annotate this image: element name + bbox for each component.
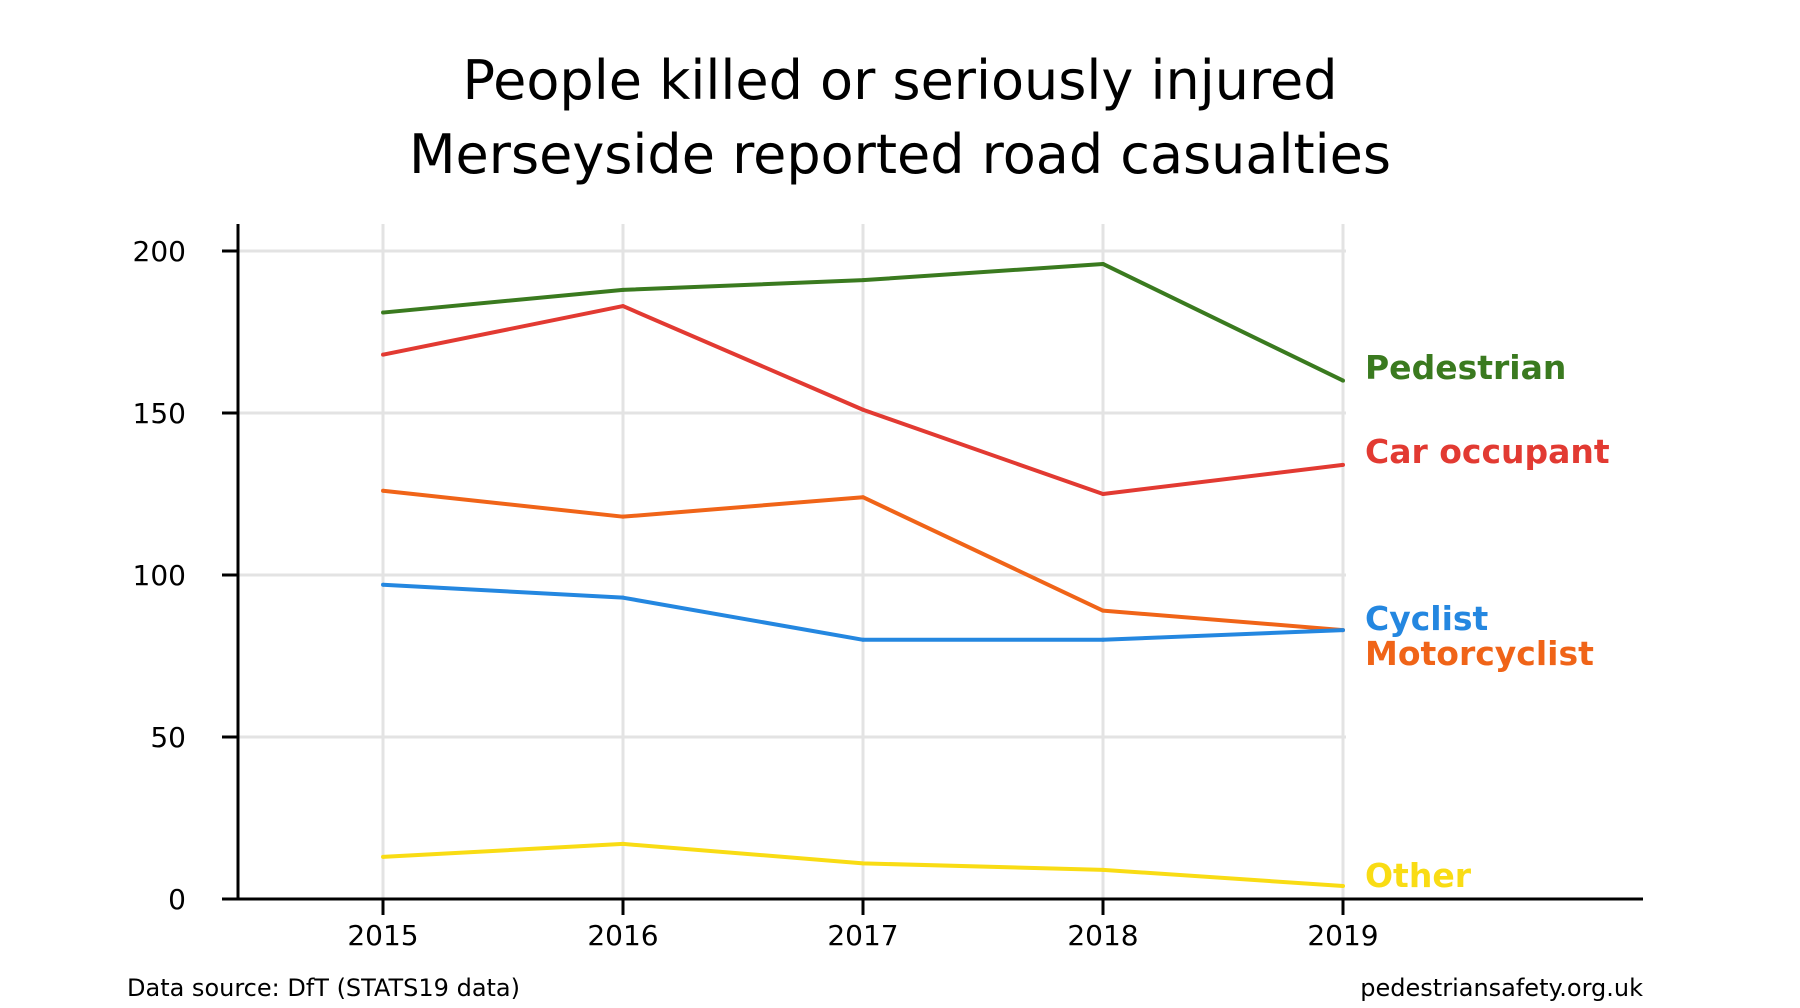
chart-subtitle: Merseyside reported road casualties: [409, 123, 1391, 186]
data-point-cyclist: [1101, 637, 1105, 642]
series-label-car-occupant: Car occupant: [1365, 432, 1610, 471]
data-point-car-occupant: [1101, 492, 1105, 496]
x-tick-label: 2019: [1307, 919, 1378, 952]
data-point-car-occupant: [621, 304, 625, 309]
data-point-other: [1341, 884, 1345, 889]
data-point-pedestrian: [1101, 261, 1105, 266]
series-label-pedestrian: Pedestrian: [1365, 348, 1566, 387]
y-tick-label: 200: [133, 235, 186, 268]
y-tick-label: 0: [168, 883, 186, 916]
axes: [236, 224, 1643, 901]
data-point-motorcyclist: [1101, 608, 1105, 613]
chart-title: People killed or seriously injured: [463, 49, 1338, 112]
y-tick-label: 50: [150, 721, 186, 754]
data-point-cyclist: [861, 637, 865, 642]
series-label-other: Other: [1365, 856, 1472, 895]
data-point-other: [861, 861, 865, 866]
series-lines: [381, 261, 1345, 889]
y-tick-label: 150: [133, 397, 186, 430]
data-point-pedestrian: [861, 278, 865, 283]
data-point-other: [1101, 867, 1105, 872]
x-tick-label: 2018: [1067, 919, 1138, 952]
data-point-car-occupant: [861, 407, 865, 412]
y-axis-ticks: 0 50 100 150 200: [133, 235, 238, 916]
data-point-pedestrian: [381, 310, 385, 315]
series-label-motorcyclist: Motorcyclist: [1365, 634, 1594, 673]
x-axis-ticks: 2015 2016 2017 2018 2019: [347, 899, 1379, 952]
data-point-car-occupant: [1341, 462, 1345, 467]
data-point-motorcyclist: [621, 514, 625, 519]
data-point-pedestrian: [621, 287, 625, 292]
data-point-other: [381, 854, 385, 859]
grid: [238, 224, 1346, 899]
data-point-car-occupant: [381, 352, 385, 357]
data-point-cyclist: [621, 595, 625, 600]
data-point-motorcyclist: [861, 495, 865, 500]
data-point-cyclist: [1341, 628, 1345, 633]
x-tick-label: 2016: [587, 919, 658, 952]
data-point-other: [621, 841, 625, 846]
data-point-pedestrian: [1341, 378, 1345, 383]
series-labels: Pedestrian Car occupant MotorcyclistCyclis…: [1365, 348, 1610, 895]
series-label-cyclist: Cyclist: [1365, 599, 1489, 638]
site-credit: pedestriansafety.org.uk: [1360, 974, 1643, 1002]
data-point-cyclist: [381, 582, 385, 587]
x-tick-label: 2015: [347, 919, 418, 952]
data-source-note: Data source: DfT (STATS19 data): [127, 974, 520, 1002]
y-tick-label: 100: [133, 559, 186, 592]
data-point-motorcyclist: [381, 488, 385, 493]
x-tick-label: 2017: [827, 919, 898, 952]
